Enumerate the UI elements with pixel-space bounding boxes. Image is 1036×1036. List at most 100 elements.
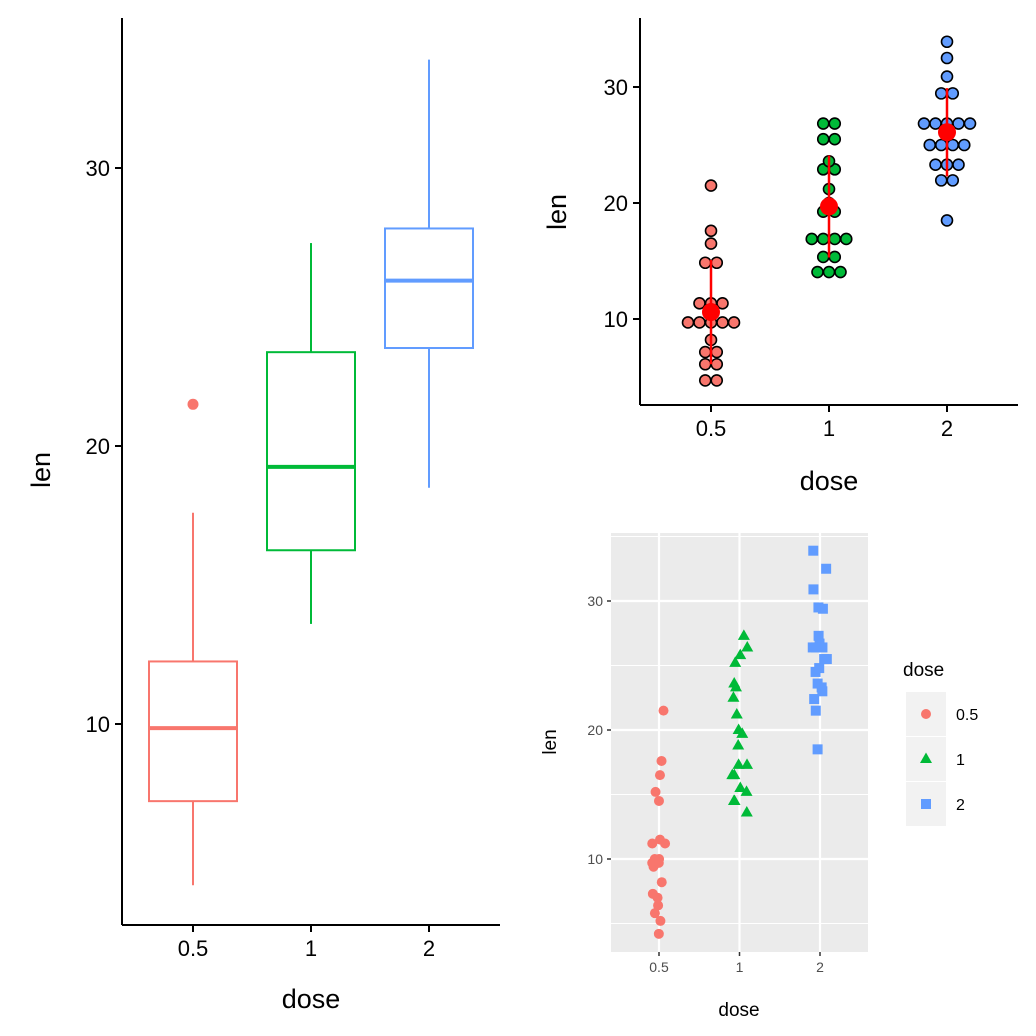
box — [148, 660, 238, 803]
dot — [946, 138, 960, 152]
jitter-point — [732, 738, 745, 750]
dot — [710, 256, 724, 270]
jitter-point — [813, 630, 824, 641]
dot — [940, 51, 954, 65]
jitter-point — [734, 781, 747, 793]
dotplot-x-title: dose — [800, 466, 859, 496]
jitter-y-tick-label: 30 — [587, 593, 603, 609]
dot — [952, 158, 965, 172]
dot — [681, 316, 695, 329]
jitter-point — [741, 640, 754, 652]
jitter-point — [647, 838, 658, 849]
legend-title: dose — [903, 660, 944, 681]
boxplot-y-tick-label: 20 — [86, 434, 110, 459]
jitter-x-tick-label: 0.5 — [649, 959, 669, 975]
mean-point — [938, 123, 956, 142]
dot — [816, 117, 830, 130]
dot — [698, 357, 712, 371]
boxplot-x-tick-label: 1 — [305, 936, 317, 961]
dot — [963, 117, 977, 130]
dot — [828, 232, 842, 246]
dot — [693, 297, 706, 310]
jitter-point — [653, 795, 664, 806]
box — [384, 227, 474, 350]
dot — [716, 316, 729, 329]
dot — [923, 138, 937, 152]
dot — [834, 265, 847, 279]
box — [266, 351, 356, 552]
dot — [940, 70, 954, 83]
jitter-point — [655, 915, 666, 926]
dot — [704, 237, 718, 250]
jitter-point — [740, 785, 753, 796]
dotplot-x-tick-label: 1 — [823, 416, 835, 441]
jitter-point — [653, 900, 664, 911]
boxplot-panel: len dose 10 20 30 0.5 1 2 — [26, 18, 500, 1014]
dot — [934, 138, 948, 152]
dot — [822, 265, 836, 279]
mean-point — [820, 197, 838, 216]
dot — [816, 132, 830, 146]
dot — [952, 117, 965, 130]
dot — [917, 117, 931, 130]
jitter-point — [654, 770, 665, 781]
jitter-x-title: dose — [718, 1000, 759, 1021]
dot — [946, 174, 960, 187]
dot — [710, 357, 724, 371]
dot — [716, 297, 729, 310]
dot — [946, 87, 960, 100]
jitter-point — [656, 877, 667, 888]
jitter-point — [817, 686, 828, 697]
dot — [957, 138, 971, 152]
jitter-point — [819, 654, 830, 665]
dotplot-x-tick-label: 0.5 — [696, 416, 727, 441]
jitter-point — [732, 723, 745, 734]
jitter-point — [817, 642, 828, 653]
jitter-point — [652, 892, 663, 903]
dot — [934, 87, 948, 100]
jitter-point — [727, 794, 740, 805]
jitter-x-tick-label: 1 — [736, 959, 744, 975]
dot — [828, 117, 842, 130]
jitter-point — [732, 758, 745, 769]
jitter-point — [808, 584, 819, 595]
jitter-point — [649, 908, 660, 919]
jitter-y-tick-label: 10 — [587, 851, 603, 867]
jitter-y-tick-label: 20 — [587, 722, 603, 738]
mean-point — [702, 303, 720, 322]
dot — [940, 214, 954, 227]
jitter-point — [808, 545, 819, 556]
boxplot-x-title: dose — [282, 984, 341, 1014]
boxplot-x-tick-label: 2 — [423, 936, 435, 961]
boxplot-y-title: len — [26, 452, 56, 488]
dotplot-x-tick-label: 2 — [941, 416, 953, 441]
dotplot-y-tick-label: 30 — [604, 75, 628, 100]
dot — [839, 232, 853, 246]
dot — [710, 374, 724, 387]
dotplot-y-tick-label: 10 — [604, 307, 628, 332]
jitter-y-title: len — [540, 729, 561, 754]
dot — [727, 316, 741, 329]
dot — [698, 345, 712, 359]
jitter-point — [728, 677, 741, 688]
dot — [816, 250, 830, 264]
legend-symbol-square — [921, 799, 931, 809]
boxplot-y-tick-label: 10 — [86, 712, 110, 737]
dot — [698, 256, 712, 270]
jitter-point — [812, 744, 823, 755]
dot — [805, 232, 819, 246]
dotplot-y-tick-label: 20 — [604, 191, 628, 216]
jitter-point — [727, 691, 740, 702]
jitter-point — [814, 663, 825, 674]
dot — [710, 345, 724, 359]
boxplot-x-tick-label: 0.5 — [178, 936, 209, 961]
jitter-point — [821, 563, 832, 574]
jitter-point — [656, 755, 667, 766]
jitter-point — [650, 786, 661, 797]
jitter-point — [658, 705, 669, 716]
jitter-point — [737, 629, 750, 640]
dot — [693, 316, 706, 329]
dotplot-panel: len dose 10 20 30 0.5 1 2 — [542, 18, 1018, 496]
dot — [929, 117, 942, 130]
legend-label: 1 — [956, 752, 965, 769]
